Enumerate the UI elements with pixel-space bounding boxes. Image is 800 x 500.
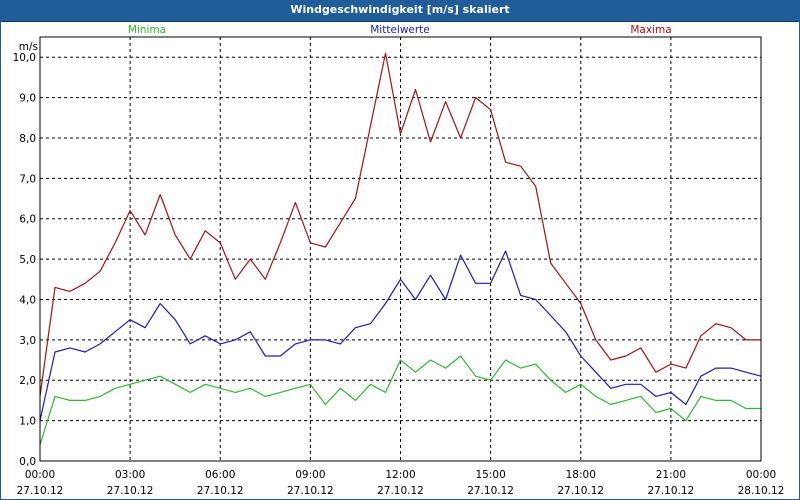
series-lines — [39, 52, 762, 445]
grid-lines — [40, 37, 761, 461]
x-tick-time-label: 00:00 — [25, 469, 55, 481]
x-tick-date-label: 27.10.12 — [17, 485, 64, 497]
y-tick-label: 6,0 — [19, 214, 36, 226]
x-tick-time-label: 03:00 — [115, 469, 145, 481]
x-tick-time-label: 00:00 — [746, 469, 776, 481]
x-tick-date-label: 27.10.12 — [197, 485, 244, 497]
y-tick-label: 1,0 — [19, 416, 36, 428]
y-tick-label: 0,0 — [19, 456, 36, 468]
x-tick-date-label: 27.10.12 — [647, 485, 694, 497]
x-tick-time-label: 21:00 — [656, 469, 686, 481]
y-axis-label: m/s — [19, 41, 38, 53]
series-line-maxima — [39, 52, 761, 397]
x-tick-date-label: 27.10.12 — [557, 485, 604, 497]
legend-entry-maxima: Maxima — [630, 24, 671, 36]
window-titlebar: Windgeschwindigkeit [m/s] skaliert — [0, 0, 800, 22]
x-tick-time-label: 12:00 — [385, 469, 415, 481]
plot-area-border — [39, 36, 762, 462]
legend-entry-minima: Minima — [128, 24, 166, 36]
x-tick-time-label: 18:00 — [566, 469, 596, 481]
x-tick-date-label: 27.10.12 — [287, 485, 334, 497]
series-line-mittelwerte — [39, 250, 762, 421]
y-axis-tick-labels: 0,0 1,0 2,0 3,0 4,0 5,0 6,0 7,0 8,0 9,0 10,0 — [13, 52, 36, 468]
x-tick-date-label: 28.10.12 — [738, 485, 785, 497]
y-tick-label: 9,0 — [19, 93, 36, 105]
y-tick-label: 7,0 — [19, 173, 36, 185]
legend-entry-mittelwerte: Mittelwerte — [370, 24, 430, 36]
y-tick-label: 8,0 — [19, 133, 36, 145]
window-title: Windgeschwindigkeit [m/s] skaliert — [290, 3, 510, 16]
y-tick-label: 10,0 — [13, 52, 36, 64]
x-tick-time-label: 06:00 — [205, 469, 235, 481]
legend: Minima Mittelwerte Maxima — [128, 24, 672, 36]
y-tick-label: 5,0 — [19, 254, 36, 266]
y-tick-label: 4,0 — [19, 294, 36, 306]
x-tick-date-label: 27.10.12 — [377, 485, 424, 497]
series-line-minima — [39, 355, 761, 445]
y-tick-label: 2,0 — [19, 375, 36, 387]
x-tick-date-label: 27.10.12 — [107, 485, 154, 497]
y-tick-label: 3,0 — [19, 335, 36, 347]
x-tick-date-label: 27.10.12 — [467, 485, 514, 497]
x-tick-time-label: 15:00 — [475, 469, 505, 481]
x-tick-time-label: 09:00 — [295, 469, 325, 481]
x-axis-tick-labels: 00:00 27.10.12 03:00 27.10.12 06:00 27.10.12 0… — [17, 469, 785, 497]
